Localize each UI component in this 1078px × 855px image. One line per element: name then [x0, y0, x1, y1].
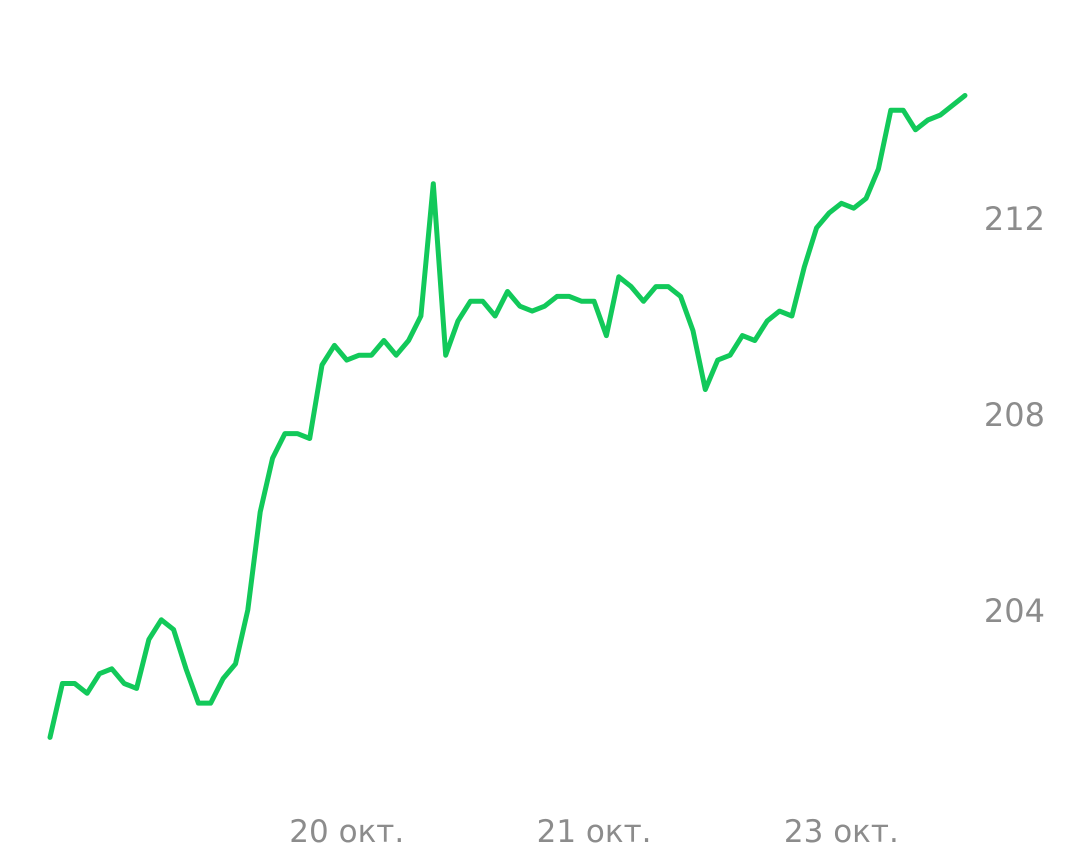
x-tick-label: 23 окт. — [784, 814, 899, 850]
series-layer — [47, 93, 968, 740]
y-tick-label: 204 — [984, 592, 1045, 630]
x-axis-labels: 20 окт. 21 окт. 23 окт. — [289, 814, 899, 850]
x-tick-label: 20 окт. — [289, 814, 404, 850]
series-line — [47, 93, 968, 740]
x-tick-label: 21 окт. — [537, 814, 652, 850]
y-axis-labels: 204 208 212 — [984, 200, 1045, 630]
y-tick-label: 208 — [984, 396, 1045, 434]
y-tick-label: 212 — [984, 200, 1045, 238]
